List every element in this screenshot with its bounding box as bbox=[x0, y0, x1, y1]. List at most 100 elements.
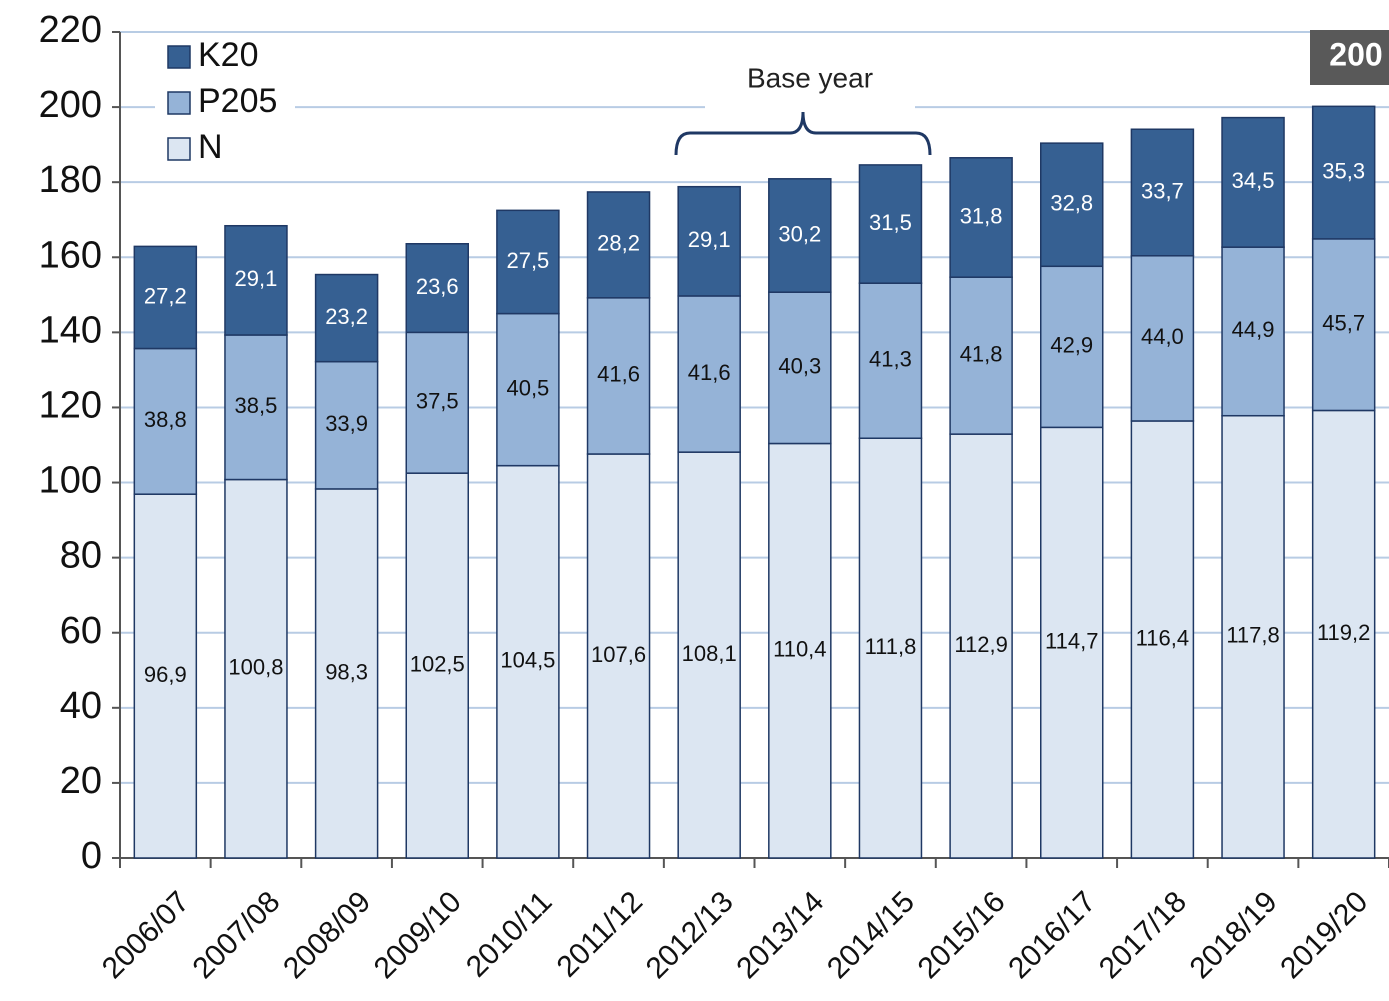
bar-segment bbox=[768, 178, 832, 293]
data-label: 102,5 bbox=[410, 651, 465, 676]
data-label: 108,1 bbox=[682, 641, 737, 666]
data-label: 35,3 bbox=[1322, 158, 1365, 183]
data-label: 96,9 bbox=[144, 662, 187, 687]
y-tick-label: 20 bbox=[60, 760, 102, 802]
data-label: 110,4 bbox=[773, 637, 826, 662]
x-tick-label: 2013/14 bbox=[730, 885, 830, 985]
bar-segment bbox=[496, 209, 560, 315]
data-label: 42,9 bbox=[1050, 333, 1093, 358]
data-label: 44,9 bbox=[1232, 317, 1275, 342]
brace bbox=[674, 111, 932, 156]
x-tick-label: 2019/20 bbox=[1274, 885, 1374, 985]
y-tick-label: 180 bbox=[39, 159, 102, 201]
x-tick-label: 2015/16 bbox=[912, 885, 1012, 985]
data-label: 116,4 bbox=[1136, 625, 1189, 650]
x-tick-label: 2006/07 bbox=[96, 885, 196, 985]
data-label: 33,7 bbox=[1141, 178, 1184, 203]
bar-segment bbox=[224, 334, 288, 481]
data-label: 119,2 bbox=[1317, 620, 1370, 645]
bar-segment bbox=[1311, 238, 1376, 412]
data-label: 111,8 bbox=[865, 634, 917, 659]
bar-segment bbox=[1040, 142, 1104, 268]
y-tick-label: 120 bbox=[39, 384, 102, 426]
data-label: 29,1 bbox=[688, 227, 731, 252]
y-tick-label: 40 bbox=[60, 685, 102, 727]
bar-segment bbox=[1221, 116, 1285, 248]
data-label: 37,5 bbox=[416, 389, 459, 414]
data-label: 41,3 bbox=[869, 347, 912, 372]
x-tick-label: 2010/11 bbox=[460, 885, 558, 983]
x-tick-label: 2018/19 bbox=[1184, 885, 1284, 985]
bar-segment bbox=[1311, 409, 1376, 859]
bar-segment bbox=[1221, 246, 1285, 417]
legend-swatch bbox=[167, 45, 191, 69]
annotation: 200 bbox=[1329, 36, 1382, 72]
y-tick-label: 200 bbox=[39, 84, 102, 126]
bar-segment bbox=[314, 360, 379, 490]
y-tick-label: 80 bbox=[60, 535, 102, 577]
data-label: 30,2 bbox=[778, 221, 821, 246]
bar-segment bbox=[314, 273, 379, 363]
legend-swatch bbox=[167, 91, 191, 115]
bar-segment bbox=[586, 453, 651, 859]
bar-segment bbox=[949, 433, 1013, 859]
data-label: 45,7 bbox=[1322, 310, 1365, 335]
y-tick-label: 160 bbox=[39, 234, 102, 276]
data-label: 33,9 bbox=[325, 411, 368, 436]
bar-segment bbox=[949, 157, 1013, 278]
bar-segment bbox=[496, 312, 560, 467]
x-tick-label: 2017/18 bbox=[1093, 885, 1193, 985]
bar-segment bbox=[677, 451, 741, 859]
bar-segment bbox=[586, 191, 651, 299]
bar-segment bbox=[314, 488, 379, 859]
legend-label: P205 bbox=[198, 82, 277, 120]
data-label: 107,6 bbox=[591, 642, 646, 667]
bar-segment bbox=[1040, 426, 1104, 859]
y-tick-label: 100 bbox=[39, 460, 102, 502]
data-label: 98,3 bbox=[325, 659, 368, 684]
x-tick-label: 2012/13 bbox=[640, 885, 740, 985]
bar-segment bbox=[405, 472, 469, 859]
data-label: 38,8 bbox=[144, 407, 187, 432]
data-label: 40,5 bbox=[506, 375, 549, 400]
x-tick-label: 2009/10 bbox=[368, 885, 468, 985]
data-label: 44,0 bbox=[1141, 324, 1184, 349]
bar-segment bbox=[586, 297, 651, 455]
annotation-bg bbox=[705, 60, 915, 110]
bar-segment bbox=[405, 331, 469, 474]
data-label: 40,3 bbox=[778, 354, 821, 379]
bar-segment bbox=[768, 291, 832, 445]
bar-segment bbox=[1130, 128, 1195, 257]
data-label: 38,5 bbox=[235, 393, 278, 418]
bar-segment bbox=[1311, 105, 1376, 240]
bar-segment bbox=[1130, 255, 1195, 422]
x-tick-label: 2011/12 bbox=[551, 885, 649, 983]
x-tick-label: 2008/09 bbox=[277, 885, 377, 985]
data-label: 32,8 bbox=[1050, 191, 1093, 216]
y-tick-label: 140 bbox=[39, 309, 102, 351]
data-label: 27,5 bbox=[506, 248, 549, 273]
data-label: 27,2 bbox=[144, 283, 187, 308]
legend-swatch bbox=[167, 137, 191, 161]
bar-segment bbox=[496, 464, 560, 859]
data-label: 41,6 bbox=[597, 362, 640, 387]
data-label: 23,2 bbox=[325, 304, 368, 329]
bar-segment bbox=[133, 493, 198, 859]
bar-segment bbox=[133, 347, 198, 495]
bar-segment bbox=[858, 282, 923, 439]
bar-segment bbox=[224, 478, 288, 859]
data-label: 28,2 bbox=[597, 231, 640, 256]
x-tick-label: 2014/15 bbox=[821, 885, 921, 985]
data-label: 31,5 bbox=[869, 210, 912, 235]
y-tick-label: 60 bbox=[60, 610, 102, 652]
data-label: 104,5 bbox=[500, 648, 555, 673]
y-tick-label: 0 bbox=[81, 835, 102, 877]
x-tick-label: 2016/17 bbox=[1002, 885, 1102, 985]
grid bbox=[120, 31, 1389, 784]
bar-segment bbox=[858, 164, 923, 284]
data-label: 29,1 bbox=[235, 266, 278, 291]
bar-segment bbox=[768, 442, 832, 859]
bar-segment bbox=[677, 295, 741, 453]
bar-segment bbox=[133, 245, 198, 350]
